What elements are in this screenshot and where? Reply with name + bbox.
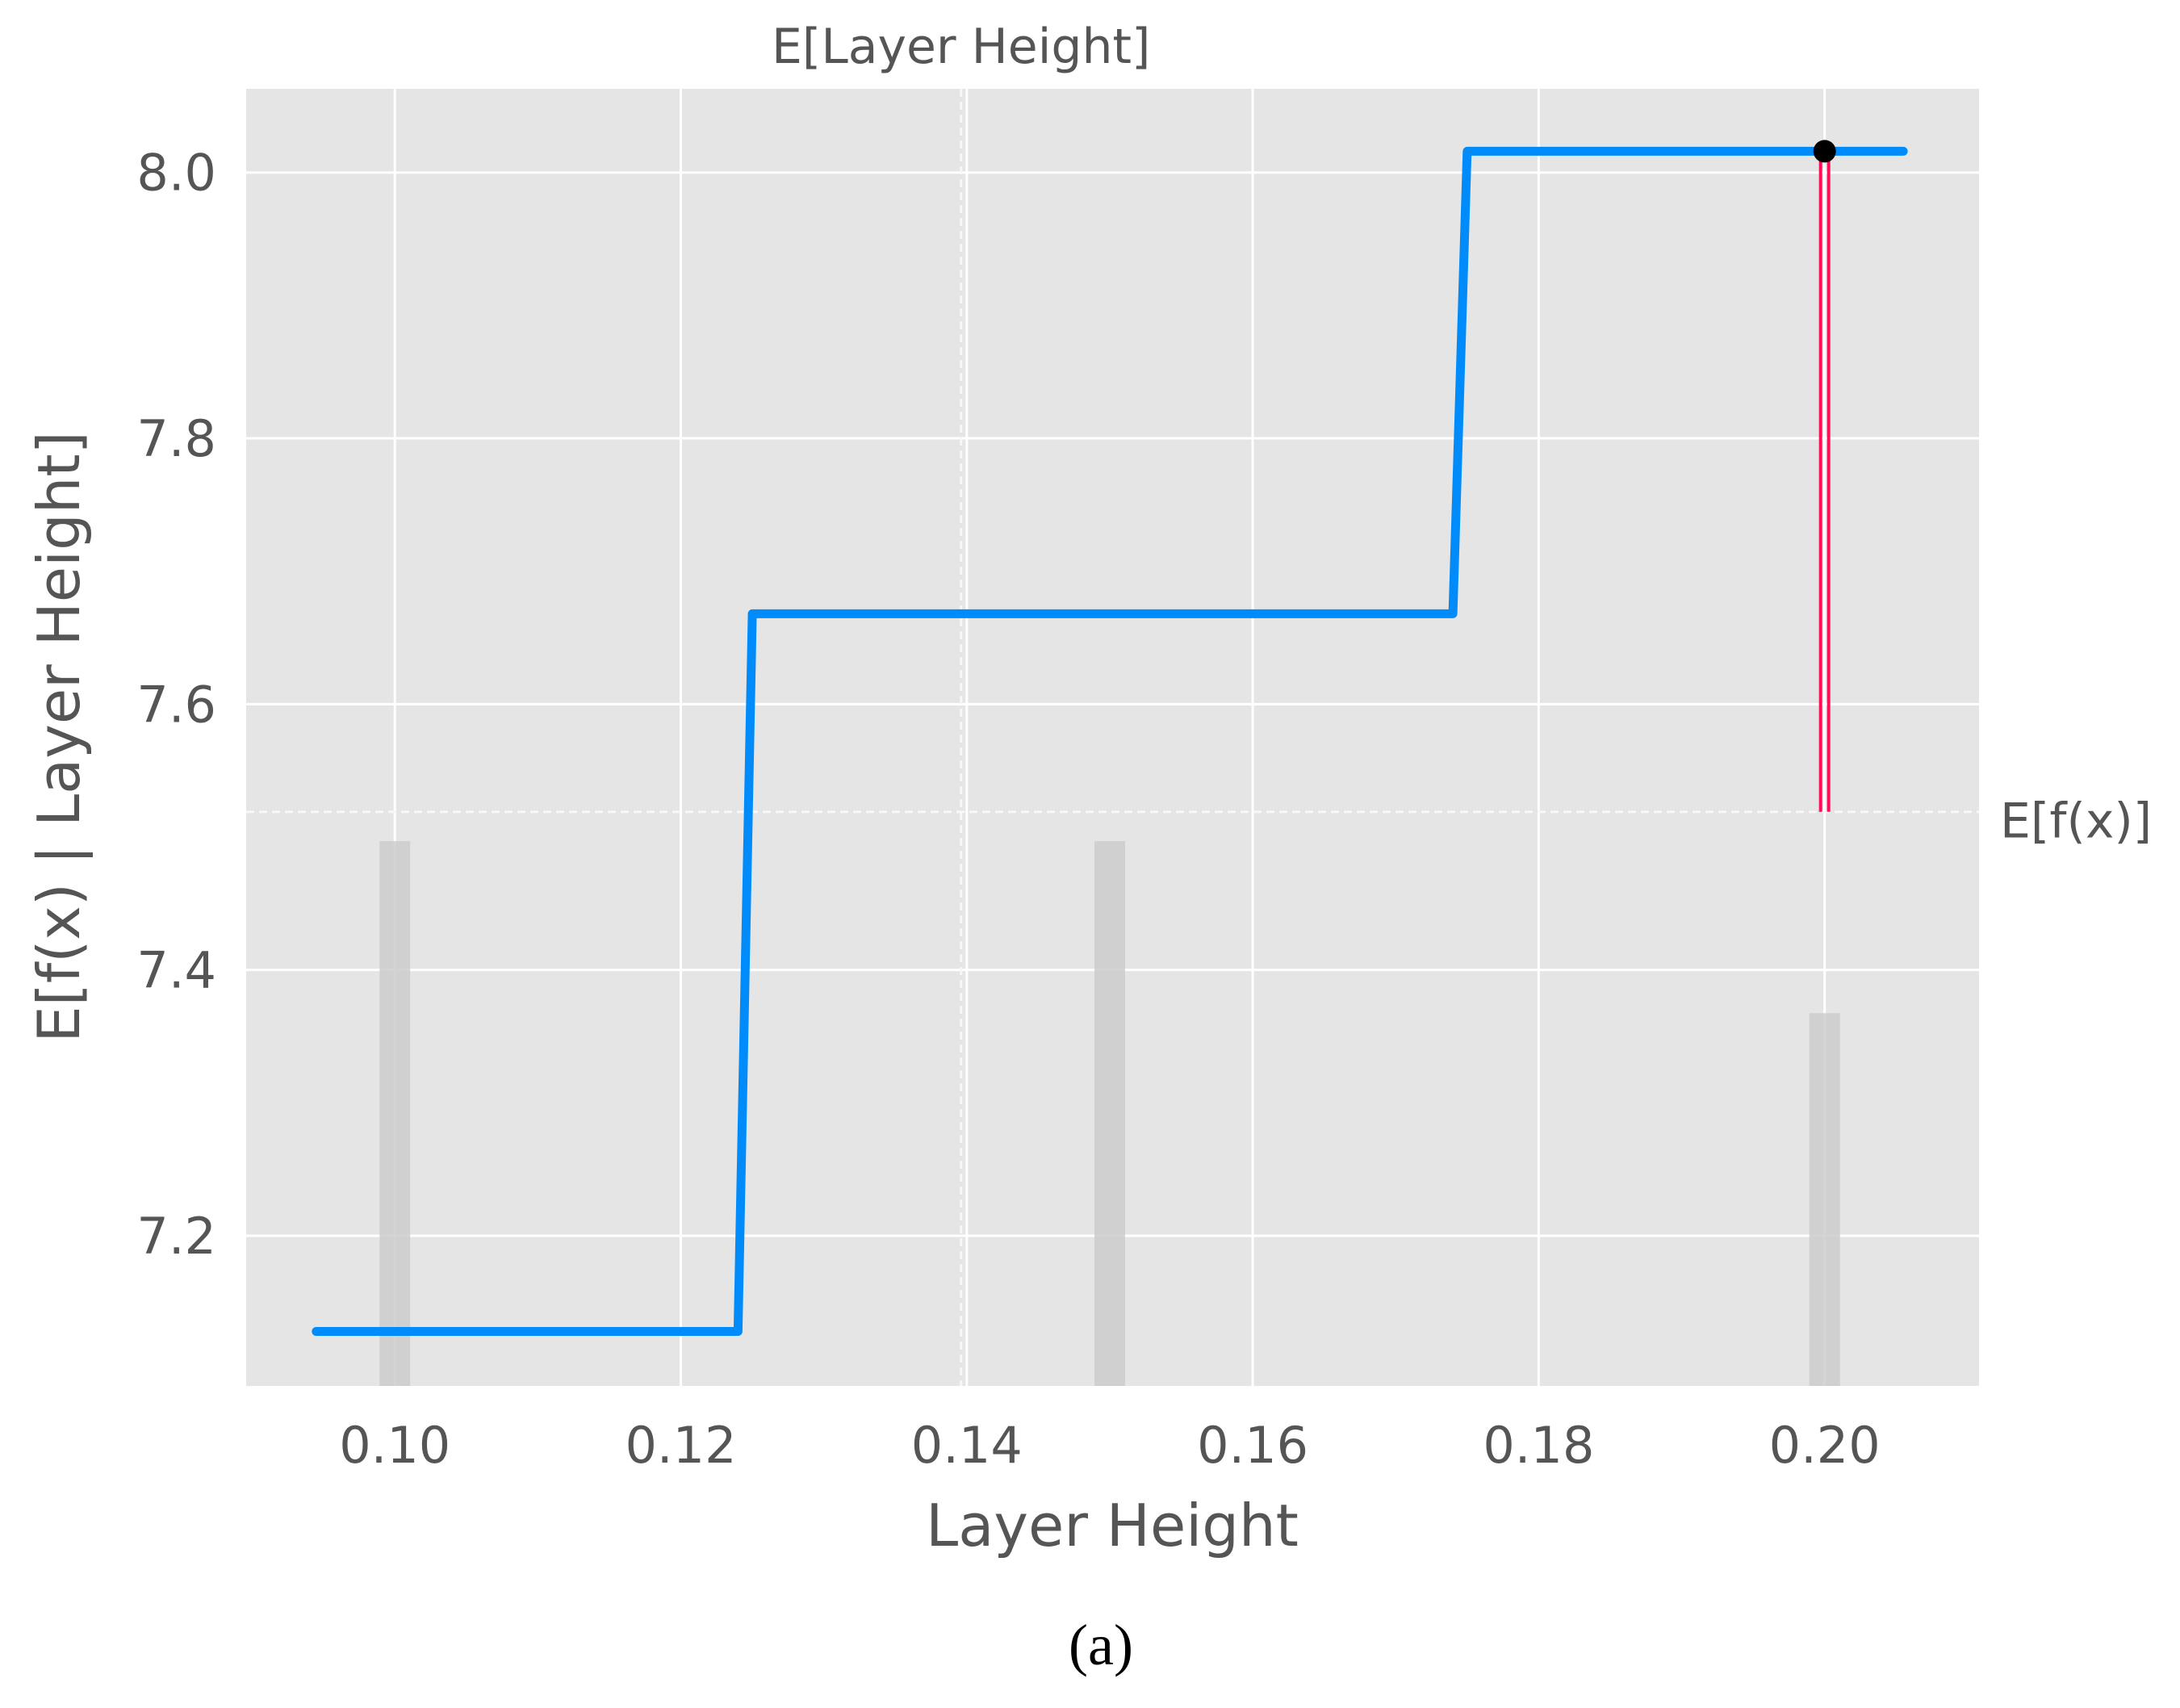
reference-lines: [246, 89, 1979, 1386]
highlight-segment: [1818, 151, 1831, 812]
figure-caption: (a): [1069, 1613, 1133, 1677]
x-tick-label: 0.20: [1769, 1416, 1881, 1475]
series-lines: [312, 146, 1908, 1336]
expected-y-label: E[f(x)]: [2000, 793, 2152, 850]
y-axis-label: E[f(x) | Layer Height]: [25, 431, 94, 1042]
highlight-point: [1813, 140, 1836, 163]
gridlines: [246, 89, 1979, 1386]
y-tick-label: 7.4: [136, 941, 216, 1000]
histogram-bars: [379, 841, 1840, 1386]
histogram-bar: [1094, 841, 1125, 1386]
y-tick-label: 8.0: [136, 144, 216, 203]
histogram-bar: [1809, 1013, 1840, 1386]
y-tick-labels: 7.2 7.4 7.6 7.8 8.0: [136, 144, 216, 1266]
y-tick-label: 7.2: [136, 1207, 216, 1266]
x-tick-label: 0.18: [1483, 1416, 1594, 1475]
x-tick-label: 0.14: [911, 1416, 1023, 1475]
histogram-bar: [379, 841, 411, 1386]
expected-x-label: E[Layer Height]: [772, 19, 1150, 75]
x-tick-label: 0.10: [339, 1416, 450, 1475]
x-tick-label: 0.12: [625, 1416, 736, 1475]
x-axis-label: Layer Height: [926, 1492, 1299, 1559]
y-tick-label: 7.8: [136, 409, 216, 468]
highlight-points: [1813, 140, 1836, 163]
series-line: [312, 146, 1908, 1336]
x-tick-label: 0.16: [1197, 1416, 1308, 1475]
y-tick-label: 7.6: [136, 675, 216, 734]
x-tick-labels: 0.10 0.12 0.14 0.16 0.18 0.20: [339, 1416, 1880, 1475]
